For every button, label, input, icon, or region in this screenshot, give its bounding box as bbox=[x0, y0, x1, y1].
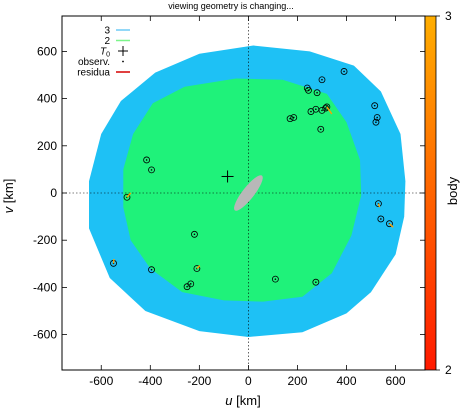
legend-label: residua bbox=[77, 68, 110, 79]
observation-dot bbox=[343, 70, 345, 73]
observation-dot bbox=[319, 128, 322, 131]
observation-marker bbox=[143, 156, 151, 164]
observation-dot bbox=[376, 116, 378, 119]
observation-dot bbox=[189, 283, 192, 285]
observation-dot bbox=[186, 285, 188, 288]
observation-dot bbox=[321, 78, 323, 81]
y-axis-label: v [km] bbox=[1, 179, 16, 214]
observation-dot bbox=[307, 89, 310, 92]
y-tick-label: -200 bbox=[33, 233, 57, 247]
observation-marker bbox=[123, 193, 131, 201]
legend-label: observ. bbox=[78, 57, 110, 68]
observation-marker bbox=[340, 68, 348, 75]
x-tick-label: -200 bbox=[187, 374, 211, 388]
legend-item: observ. bbox=[78, 57, 124, 68]
x-tick-label: -400 bbox=[138, 374, 162, 388]
x-tick-label: -600 bbox=[89, 374, 113, 388]
observation-dot bbox=[375, 121, 377, 123]
observation-marker bbox=[191, 230, 198, 238]
colorbar-label: body bbox=[445, 176, 460, 205]
x-tick-label: 0 bbox=[245, 374, 252, 388]
x-ticks: -600 -400 -200 0 200 400 600 bbox=[89, 16, 406, 388]
asteroid-body-shape bbox=[234, 175, 263, 211]
body-layer bbox=[234, 175, 263, 211]
observation-dot bbox=[324, 107, 327, 109]
observation-marker bbox=[290, 114, 298, 121]
colorbar-ticks: 23 bbox=[436, 9, 452, 377]
y-tick-label: 600 bbox=[37, 44, 57, 58]
legend-label: 2 bbox=[104, 36, 110, 47]
observation-marker bbox=[318, 76, 326, 84]
observation-marker bbox=[373, 114, 381, 121]
residuals-layer bbox=[112, 106, 394, 270]
observation-dot bbox=[380, 218, 382, 220]
x-tick-label: 600 bbox=[386, 374, 406, 388]
chart-title: viewing geometry is changing... bbox=[168, 1, 294, 11]
legend-item: T0 bbox=[100, 46, 128, 59]
y-tick-label: -400 bbox=[33, 280, 57, 294]
observation-marker bbox=[148, 266, 155, 274]
x-axis-label: u [km] bbox=[225, 393, 260, 408]
legend-swatch bbox=[122, 60, 124, 63]
t0-layer bbox=[221, 170, 234, 183]
observations-layer bbox=[110, 68, 393, 291]
observation-marker bbox=[322, 104, 330, 112]
observation-marker bbox=[312, 278, 320, 286]
y-ticks: -600 -400 -200 0 200 400 600 bbox=[33, 44, 425, 342]
observation-dot bbox=[150, 169, 153, 171]
observation-marker bbox=[386, 220, 393, 228]
region-2 bbox=[123, 78, 362, 302]
residual-line bbox=[196, 265, 201, 270]
y-tick-label: -600 bbox=[33, 328, 57, 342]
legend-item: residua bbox=[77, 68, 130, 79]
observation-marker bbox=[371, 102, 379, 110]
observation-marker bbox=[305, 86, 312, 94]
residual-line bbox=[377, 203, 381, 208]
residual-line bbox=[326, 106, 333, 115]
residual-line bbox=[388, 223, 394, 228]
observation-dot bbox=[310, 110, 312, 113]
colorbar bbox=[424, 15, 437, 371]
observation-dot bbox=[316, 91, 318, 94]
observation-dot bbox=[289, 117, 291, 120]
zero-lines bbox=[62, 16, 425, 370]
legend-item: 3 bbox=[104, 26, 130, 37]
observation-marker bbox=[148, 166, 155, 174]
observation-marker bbox=[313, 89, 321, 97]
observation-marker bbox=[271, 275, 279, 283]
observation-marker bbox=[317, 125, 325, 133]
observation-dot bbox=[150, 268, 153, 271]
y-tick-label: 0 bbox=[50, 186, 57, 200]
x-tick-label: 400 bbox=[336, 374, 356, 388]
observation-dot bbox=[274, 278, 277, 280]
observation-marker bbox=[323, 103, 331, 111]
observation-marker bbox=[286, 115, 294, 123]
observation-dot bbox=[315, 108, 317, 111]
y-tick-label: 400 bbox=[37, 92, 57, 106]
observation-dot bbox=[321, 109, 323, 112]
observation-dot bbox=[145, 159, 148, 161]
observation-dot bbox=[315, 281, 317, 284]
observation-marker bbox=[372, 118, 380, 126]
observation-dot bbox=[193, 233, 196, 236]
observation-dot bbox=[373, 104, 376, 107]
observation-marker bbox=[377, 215, 385, 223]
observation-marker bbox=[187, 280, 195, 288]
x-tick-label: 200 bbox=[287, 374, 307, 388]
observation-marker bbox=[193, 265, 201, 272]
colorbar-tick-label: 2 bbox=[445, 363, 452, 377]
plot-area bbox=[62, 16, 425, 370]
y-tick-label: 200 bbox=[37, 139, 57, 153]
observation-marker bbox=[374, 200, 382, 208]
residual-line bbox=[126, 192, 132, 198]
observation-marker bbox=[318, 107, 326, 114]
colorbar-tick-label: 3 bbox=[445, 9, 452, 23]
legend-label: T0 bbox=[100, 47, 110, 59]
legend-item: 2 bbox=[104, 36, 130, 47]
legend-label: 3 bbox=[104, 26, 110, 37]
